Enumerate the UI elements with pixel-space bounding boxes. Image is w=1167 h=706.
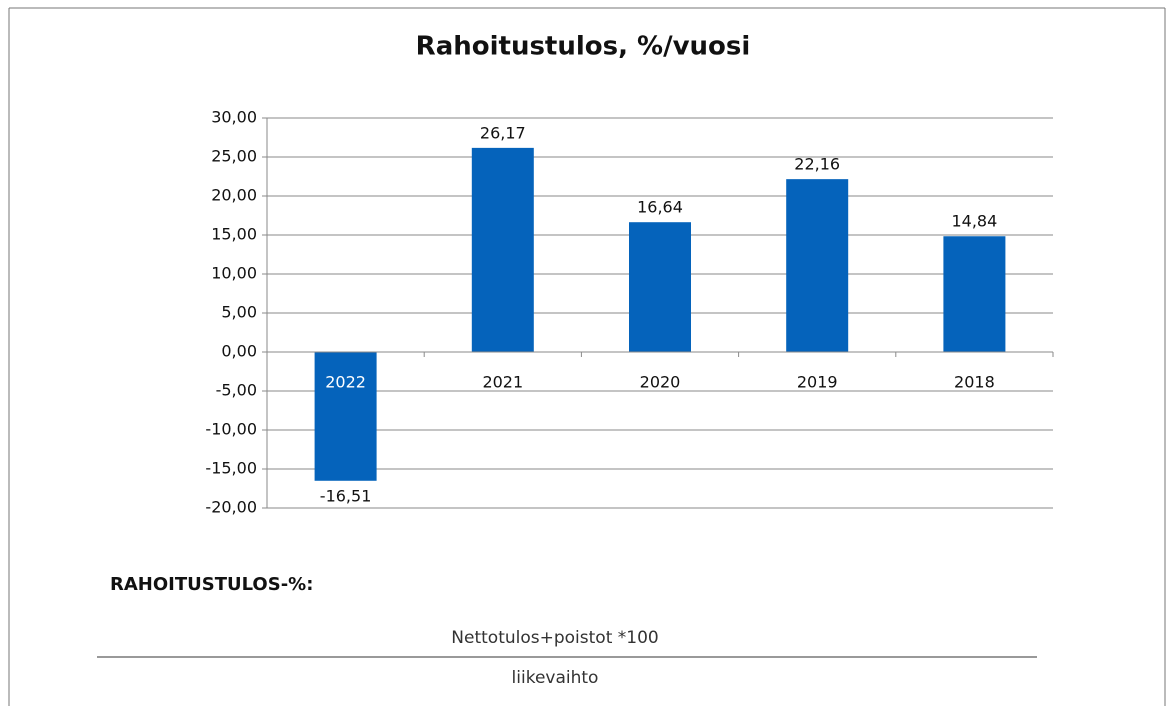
x-tick-label: 2020: [640, 373, 681, 392]
y-tick-label: 0,00: [221, 342, 257, 361]
x-tick-label: 2018: [954, 373, 995, 392]
y-tick-label: -20,00: [205, 498, 257, 517]
x-tick-label: 2021: [482, 373, 523, 392]
y-tick-label: -5,00: [216, 381, 257, 400]
x-tick-label: 2022: [325, 373, 366, 392]
y-tick-label: 5,00: [221, 303, 257, 322]
formula-denominator: liikevaihto: [512, 668, 599, 688]
data-label: 22,16: [794, 155, 840, 174]
bar: [314, 352, 377, 481]
y-tick-label: 20,00: [211, 186, 257, 205]
y-tick-label: 10,00: [211, 264, 257, 283]
bar: [786, 179, 849, 352]
x-tick-label: 2019: [797, 373, 838, 392]
y-tick-label: 30,00: [211, 108, 257, 127]
formula-numerator: Nettotulos+poistot *100: [451, 628, 658, 648]
y-tick-label: 25,00: [211, 147, 257, 166]
chart-title: Rahoitustulos, %/vuosi: [416, 32, 751, 62]
data-label: 16,64: [637, 198, 683, 217]
formula-heading: RAHOITUSTULOS-%:: [110, 574, 313, 595]
bar: [629, 222, 691, 352]
data-label: 26,17: [480, 123, 526, 142]
data-label: 14,84: [951, 212, 997, 231]
y-tick-label: -10,00: [205, 420, 257, 439]
y-tick-label: -15,00: [205, 459, 257, 478]
bar: [471, 147, 534, 352]
y-tick-label: 15,00: [211, 225, 257, 244]
bar: [943, 236, 1006, 352]
data-label: -16,51: [320, 486, 372, 505]
